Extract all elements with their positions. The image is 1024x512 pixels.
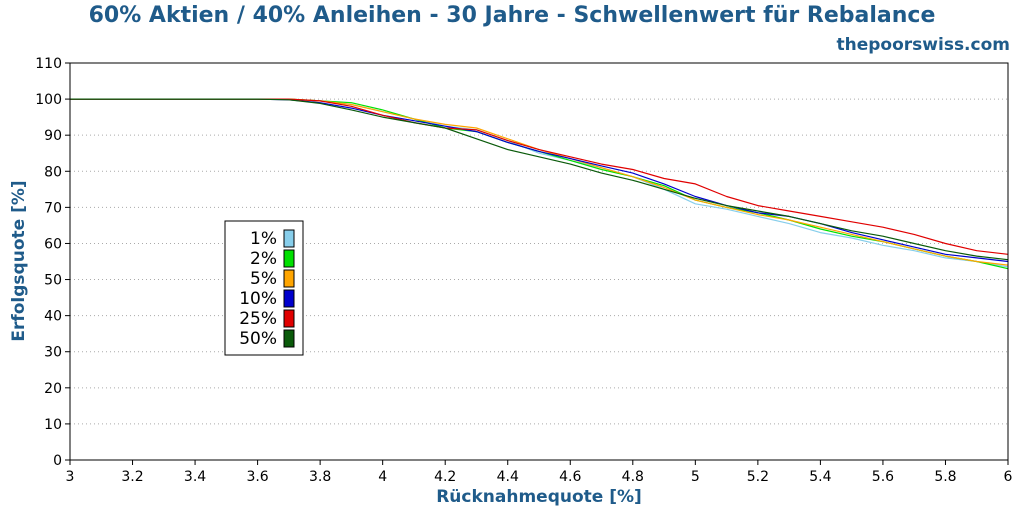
x-tick-label: 4.4 [497, 469, 519, 485]
y-tick-label: 100 [35, 92, 62, 108]
series-lines [70, 98, 1009, 270]
y-tick-label: 30 [44, 345, 62, 361]
x-tick-label: 5 [691, 469, 700, 485]
series-line-5pct [70, 98, 1009, 266]
y-axis: 0 10 20 30 40 50 60 70 80 90 100 110 [35, 56, 70, 469]
x-axis: 3 3.2 3.4 3.6 3.8 4 4.2 4.4 4.6 4.8 5 5.2 5.4 5.6 5.8 6 [66, 460, 1013, 485]
y-tick-label: 40 [44, 309, 62, 325]
legend-label: 5% [250, 269, 277, 289]
y-tick-label: 10 [44, 417, 62, 433]
legend-label: 10% [239, 289, 277, 309]
legend-swatch [283, 329, 295, 348]
y-tick-label: 110 [35, 56, 62, 72]
series-line-50pct [70, 98, 1009, 261]
x-tick-label: 4.8 [622, 469, 644, 485]
legend-swatch [283, 249, 295, 268]
grid [70, 98, 1008, 425]
x-tick-label: 5.6 [872, 469, 894, 485]
legend-label: 25% [239, 309, 277, 329]
series-line-1pct [70, 98, 1009, 268]
legend-swatch [283, 269, 295, 288]
legend-label: 1% [250, 229, 277, 249]
y-tick-label: 70 [44, 200, 62, 216]
x-axis-label: Rücknahmequote [%] [436, 487, 642, 507]
x-tick-label: 3.8 [309, 469, 331, 485]
x-tick-label: 3.2 [121, 469, 143, 485]
plot-frame [69, 62, 1009, 461]
series-line-10pct [70, 98, 1009, 263]
x-tick-label: 4 [378, 469, 387, 485]
x-tick-label: 5.8 [934, 469, 956, 485]
chart-title: 60% Aktien / 40% Anleihen - 30 Jahre - S… [89, 3, 936, 28]
y-tick-label: 50 [44, 273, 62, 289]
legend-swatch [283, 229, 295, 248]
x-tick-label: 6 [1004, 469, 1013, 485]
series-line-25pct [70, 98, 1009, 255]
x-tick-label: 5.2 [747, 469, 769, 485]
legend: 1%2%5%10%25%50% [224, 220, 304, 356]
x-tick-label: 4.6 [559, 469, 581, 485]
x-tick-label: 5.4 [809, 469, 831, 485]
y-tick-label: 80 [44, 164, 62, 180]
x-tick-label: 3.6 [246, 469, 268, 485]
legend-label: 50% [239, 329, 277, 349]
y-tick-label: 60 [44, 236, 62, 252]
y-tick-label: 90 [44, 128, 62, 144]
chart-subtitle: thepoorswiss.com [837, 35, 1011, 55]
legend-swatch [283, 309, 295, 328]
y-tick-label: 20 [44, 381, 62, 397]
legend-label: 2% [250, 249, 277, 269]
x-tick-label: 3 [66, 469, 75, 485]
x-tick-label: 3.4 [184, 469, 206, 485]
y-tick-label: 0 [53, 453, 62, 469]
y-axis-label: Erfolgsquote [%] [9, 180, 29, 341]
x-tick-label: 4.2 [434, 469, 456, 485]
legend-swatch [283, 289, 295, 308]
